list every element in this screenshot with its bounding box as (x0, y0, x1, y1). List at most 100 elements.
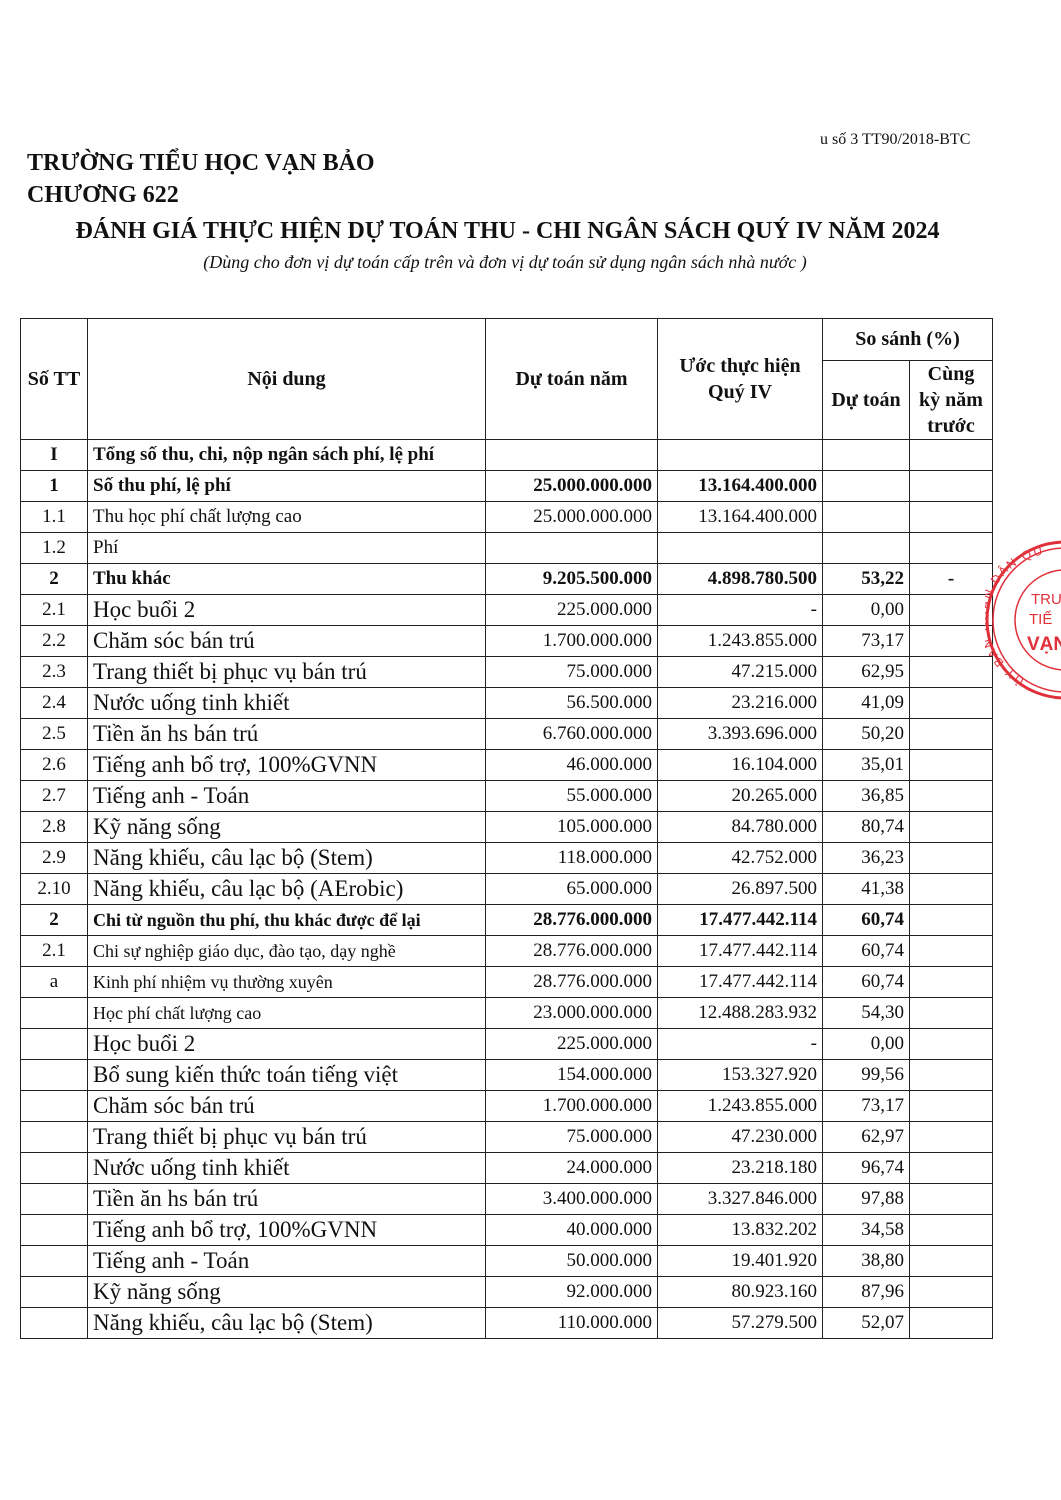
cell-estimate (657, 532, 823, 564)
cell-no: 2.10 (20, 873, 88, 905)
cell-no: 1.1 (20, 501, 88, 533)
cell-pct-prev (908, 1121, 994, 1153)
stamp-center-line: VẠN (1027, 634, 1061, 655)
table-row: Học buổi 2 225.000.000-0,00 (20, 1028, 994, 1060)
cell-pct-budget: 36,23 (822, 842, 910, 874)
cell-pct-budget: 73,17 (822, 625, 910, 657)
cell-pct-budget: 62,95 (822, 656, 910, 688)
cell-no (20, 1152, 88, 1184)
cell-pct-prev (908, 1059, 994, 1091)
cell-no: a (20, 966, 88, 998)
cell-estimate: 12.488.283.932 (657, 997, 823, 1029)
cell-content: Tiếng anh bổ trợ, 100%GVNN (87, 1214, 486, 1246)
cell-pct-prev (908, 873, 994, 905)
cell-content: Nước uống tinh khiết (87, 687, 486, 719)
document-subtitle: (Dùng cho đơn vị dự toán cấp trên và đơn… (203, 252, 807, 272)
cell-no: 2.4 (20, 687, 88, 719)
cell-budget: 1.700.000.000 (485, 1090, 658, 1122)
cell-estimate: 1.243.855.000 (657, 625, 823, 657)
cell-pct-prev (908, 1276, 994, 1308)
cell-estimate: 17.477.442.114 (657, 935, 823, 967)
table-row: Năng khiếu, câu lạc bộ (Stem) 110.000.000… (20, 1307, 994, 1339)
cell-content: Phí (87, 532, 486, 564)
cell-pct-budget: 41,38 (822, 873, 910, 905)
cell-no (20, 1183, 88, 1215)
cell-content: Bổ sung kiến thức toán tiếng việt (87, 1059, 486, 1091)
cell-budget: 154.000.000 (485, 1059, 658, 1091)
cell-pct-prev (908, 501, 994, 533)
cell-pct-budget: 62,97 (822, 1121, 910, 1153)
table-row: 2.2 Chăm sóc bán trú 1.700.000.000 1.243.85… (20, 625, 994, 657)
table-row: Kỹ năng sống 92.000.000 80.923.160 87,96 (20, 1276, 994, 1308)
cell-content: Năng khiếu, câu lạc bộ (Stem) (87, 1307, 486, 1339)
cell-budget: 75.000.000 (485, 1121, 658, 1153)
table-row: Trang thiết bị phục vụ bán trú 75.000.000… (20, 1121, 994, 1153)
cell-budget (485, 532, 658, 564)
cell-no: 2.9 (20, 842, 88, 874)
table-row: 1.2 Phí (20, 532, 994, 564)
cell-pct-budget: 87,96 (822, 1276, 910, 1308)
cell-estimate: 3.327.846.000 (657, 1183, 823, 1215)
cell-no: 1.2 (20, 532, 88, 564)
cell-budget: 105.000.000 (485, 811, 658, 843)
table-row: 2.9 Năng khiếu, câu lạc bộ (Stem) 118.000.… (20, 842, 994, 874)
cell-pct-prev (908, 470, 994, 502)
cell-budget: 25.000.000.000 (485, 501, 658, 533)
cell-no (20, 1245, 88, 1277)
cell-estimate: 47.230.000 (657, 1121, 823, 1153)
stamp-center-line: TRƯ (1031, 591, 1061, 608)
cell-content: Tiếng anh - Toán (87, 780, 486, 812)
cell-pct-prev (908, 997, 994, 1029)
stamp-center-line: TIỂ (1029, 610, 1052, 628)
table-row: Tiếng anh bổ trợ, 100%GVNN 40.000.000 13.8… (20, 1214, 994, 1246)
cell-pct-prev (908, 1028, 994, 1060)
cell-content: Học buổi 2 (87, 594, 486, 626)
cell-no: 2.1 (20, 594, 88, 626)
cell-content: Kỹ năng sống (87, 1276, 486, 1308)
header-estimate: Ước thực hiện Quý IV (657, 318, 823, 440)
cell-budget: 50.000.000 (485, 1245, 658, 1277)
cell-no (20, 1214, 88, 1246)
cell-pct-prev (908, 935, 994, 967)
cell-pct-budget: 53,22 (822, 563, 910, 595)
cell-budget: 92.000.000 (485, 1276, 658, 1308)
cell-content: Thu khác (87, 563, 486, 595)
header-compare: So sánh (%) (821, 318, 994, 361)
cell-estimate: 20.265.000 (657, 780, 823, 812)
table-row: Học phí chất lượng cao 23.000.000.000 12.4… (20, 997, 994, 1029)
table-row: 2.1 Chi sự nghiệp giáo dục, đào tạo, dạy … (20, 935, 994, 967)
cell-pct-prev (908, 718, 994, 750)
cell-budget: 225.000.000 (485, 594, 658, 626)
cell-estimate: 84.780.000 (657, 811, 823, 843)
cell-no: 2 (20, 563, 88, 595)
table-row: 2.1 Học buổi 2 225.000.000-0,00 (20, 594, 994, 626)
cell-pct-budget: 35,01 (822, 749, 910, 781)
table-row: a Kinh phí nhiệm vụ thường xuyên 28.776.00… (20, 966, 994, 998)
official-stamp: ỦY BAN NHÂN DÂN QU TRƯ TIỂ VẠN (985, 540, 1061, 700)
cell-budget: 56.500.000 (485, 687, 658, 719)
cell-pct-prev (908, 1183, 994, 1215)
cell-budget: 225.000.000 (485, 1028, 658, 1060)
cell-estimate: 4.898.780.500 (657, 563, 823, 595)
cell-estimate: - (657, 594, 823, 626)
cell-budget: 9.205.500.000 (485, 563, 658, 595)
cell-pct-budget: 34,58 (822, 1214, 910, 1246)
cell-budget: 118.000.000 (485, 842, 658, 874)
cell-content: Kỹ năng sống (87, 811, 486, 843)
cell-no (20, 997, 88, 1029)
cell-pct-prev (908, 656, 994, 688)
cell-pct-prev (908, 749, 994, 781)
cell-content: Tổng số thu, chi, nộp ngân sách phí, lệ … (87, 439, 486, 471)
header-content: Nội dung (87, 318, 486, 440)
cell-no (20, 1059, 88, 1091)
cell-pct-budget (822, 470, 910, 502)
cell-pct-budget (822, 439, 910, 471)
cell-estimate: 57.279.500 (657, 1307, 823, 1339)
table-row: Tiếng anh - Toán 50.000.000 19.401.920 38,8… (20, 1245, 994, 1277)
header-no: Số TT (20, 318, 88, 440)
cell-budget: 55.000.000 (485, 780, 658, 812)
cell-estimate: 3.393.696.000 (657, 718, 823, 750)
table-row: 2.6 Tiếng anh bổ trợ, 100%GVNN 46.000.000 1… (20, 749, 994, 781)
cell-budget: 28.776.000.000 (485, 935, 658, 967)
cell-pct-budget (822, 532, 910, 564)
